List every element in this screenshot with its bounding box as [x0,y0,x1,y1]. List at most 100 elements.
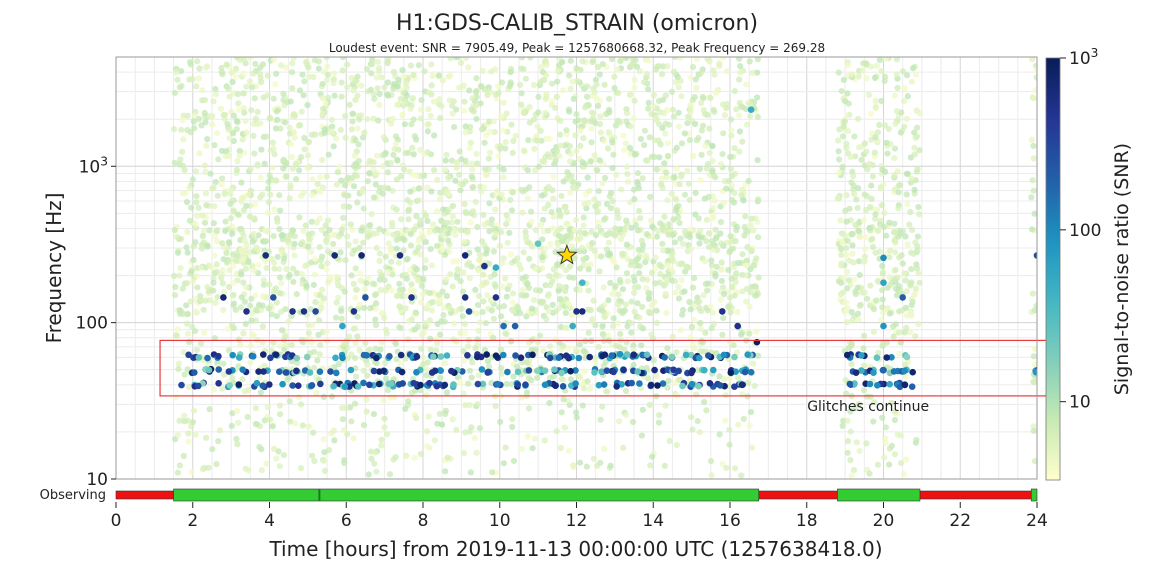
trigger-point [456,148,463,155]
glitch-point [661,354,668,361]
trigger-point [227,186,234,194]
trigger-point [502,444,509,451]
trigger-point [653,233,661,240]
trigger-point [393,176,400,183]
trigger-point [280,165,287,172]
trigger-point [876,57,883,64]
y-axis-label: Frequency [Hz] [42,193,66,344]
trigger-point [491,281,498,288]
trigger-point [673,349,680,356]
trigger-point [847,428,854,435]
trigger-point [611,258,618,265]
trigger-point [662,402,669,409]
trigger-point [171,272,178,279]
trigger-point [567,57,574,64]
trigger-point [517,265,525,272]
trigger-point [587,118,595,125]
trigger-point [394,101,401,108]
trigger-point [437,374,444,381]
trigger-point [372,181,379,188]
trigger-point [675,109,682,116]
trigger-point [369,60,376,68]
trigger-point [330,143,337,150]
trigger-point [723,464,730,471]
trigger-point [456,180,463,187]
trigger-point [869,243,877,251]
glitch-point [620,366,627,374]
trigger-point [175,365,182,372]
trigger-point [896,308,903,315]
trigger-point [624,278,631,285]
trigger-point [532,227,540,234]
trigger-point [748,215,755,222]
trigger-point [605,239,613,246]
trigger-point [300,189,307,196]
trigger-point [320,458,327,465]
trigger-point [288,141,295,148]
trigger-point [430,98,438,105]
trigger-point [576,287,584,294]
event-point [880,322,887,330]
trigger-point [370,194,378,201]
trigger-point [368,211,375,218]
trigger-point [474,160,481,167]
trigger-point [512,132,519,139]
trigger-point [622,57,629,61]
trigger-point [483,245,490,253]
trigger-point [593,81,600,88]
trigger-point [418,282,426,289]
glitch-point [478,366,486,373]
glitch-point [1032,368,1037,376]
segment-off [758,490,838,500]
trigger-point [202,190,209,197]
trigger-point [257,120,264,127]
glitch-point [413,369,420,376]
trigger-point [353,77,360,85]
trigger-point [614,207,621,214]
trigger-point [585,266,592,273]
trigger-point [324,71,332,78]
trigger-point [506,83,513,90]
trigger-point [580,256,587,263]
trigger-point [361,129,368,136]
glitch-point [870,369,877,377]
trigger-point [445,237,452,244]
trigger-point [235,91,242,98]
trigger-point [607,279,614,286]
trigger-point [613,171,620,178]
trigger-point [755,234,762,241]
trigger-point [367,305,374,312]
glitch-point [260,368,267,375]
trigger-point [750,227,757,234]
trigger-point [369,57,376,63]
trigger-point [904,241,911,248]
trigger-point [251,267,258,274]
trigger-point [844,319,851,326]
trigger-point [614,66,621,73]
trigger-point [356,116,363,123]
trigger-point [199,87,206,94]
trigger-point [335,361,342,368]
trigger-point [735,421,742,428]
trigger-point [619,286,627,293]
trigger-point [752,292,759,299]
trigger-point [858,156,865,163]
trigger-point [854,115,862,122]
trigger-point [590,297,597,304]
trigger-point [287,418,294,425]
trigger-point [257,174,264,181]
trigger-point [525,405,533,412]
trigger-point [532,265,539,273]
trigger-point [912,333,919,340]
glitch-point [430,353,437,361]
trigger-point [624,110,631,117]
glitch-point [613,383,620,390]
trigger-point [199,212,206,219]
trigger-point [365,471,372,478]
trigger-point [615,291,622,298]
trigger-point [229,230,236,237]
trigger-point [188,468,195,476]
trigger-point [648,269,656,276]
